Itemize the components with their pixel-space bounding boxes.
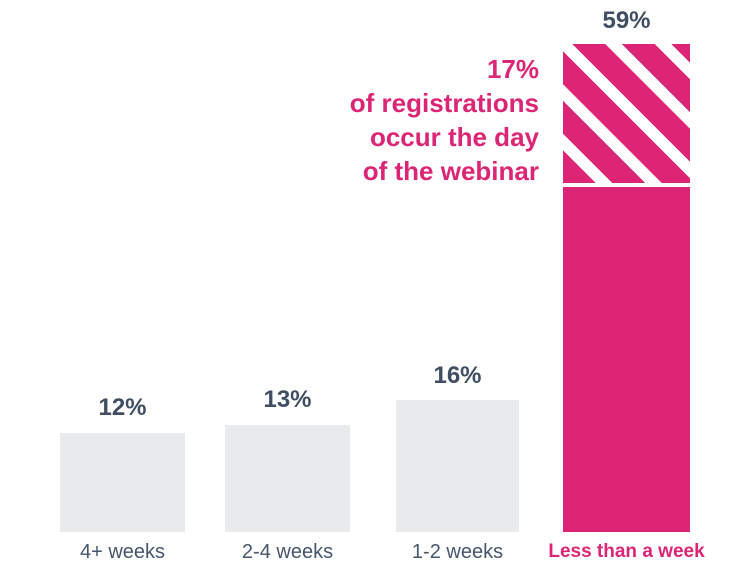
- value-label-2-4-weeks: 13%: [263, 386, 312, 413]
- annotation-callout: 17% of registrations occur the day of th…: [350, 52, 539, 188]
- category-label-2-4-weeks: 2-4 weeks: [241, 541, 334, 563]
- bar-2-4-weeks: [225, 425, 350, 532]
- value-label-less-than-week: 59%: [602, 7, 651, 34]
- category-label-less-than-week: Less than a week: [548, 541, 705, 562]
- annotation-line-2: of registrations: [349, 88, 539, 118]
- annotation-line-1: 17%: [486, 54, 539, 84]
- bar-4plus-weeks: [60, 433, 185, 532]
- value-label-4plus-weeks: 12%: [98, 394, 147, 421]
- annotation-line-3: occur the day: [369, 122, 539, 152]
- category-label-1-2-weeks: 1-2 weeks: [411, 541, 504, 563]
- value-label-1-2-weeks: 16%: [433, 362, 482, 389]
- bar-solid-segment: [563, 187, 690, 532]
- category-label-4plus-weeks: 4+ weeks: [79, 541, 166, 563]
- bar-striped-segment-day-of-webinar: [563, 44, 690, 183]
- annotation-line-4: of the webinar: [362, 156, 539, 186]
- bar-1-2-weeks: [396, 400, 519, 532]
- bar-less-than-week: [563, 44, 690, 532]
